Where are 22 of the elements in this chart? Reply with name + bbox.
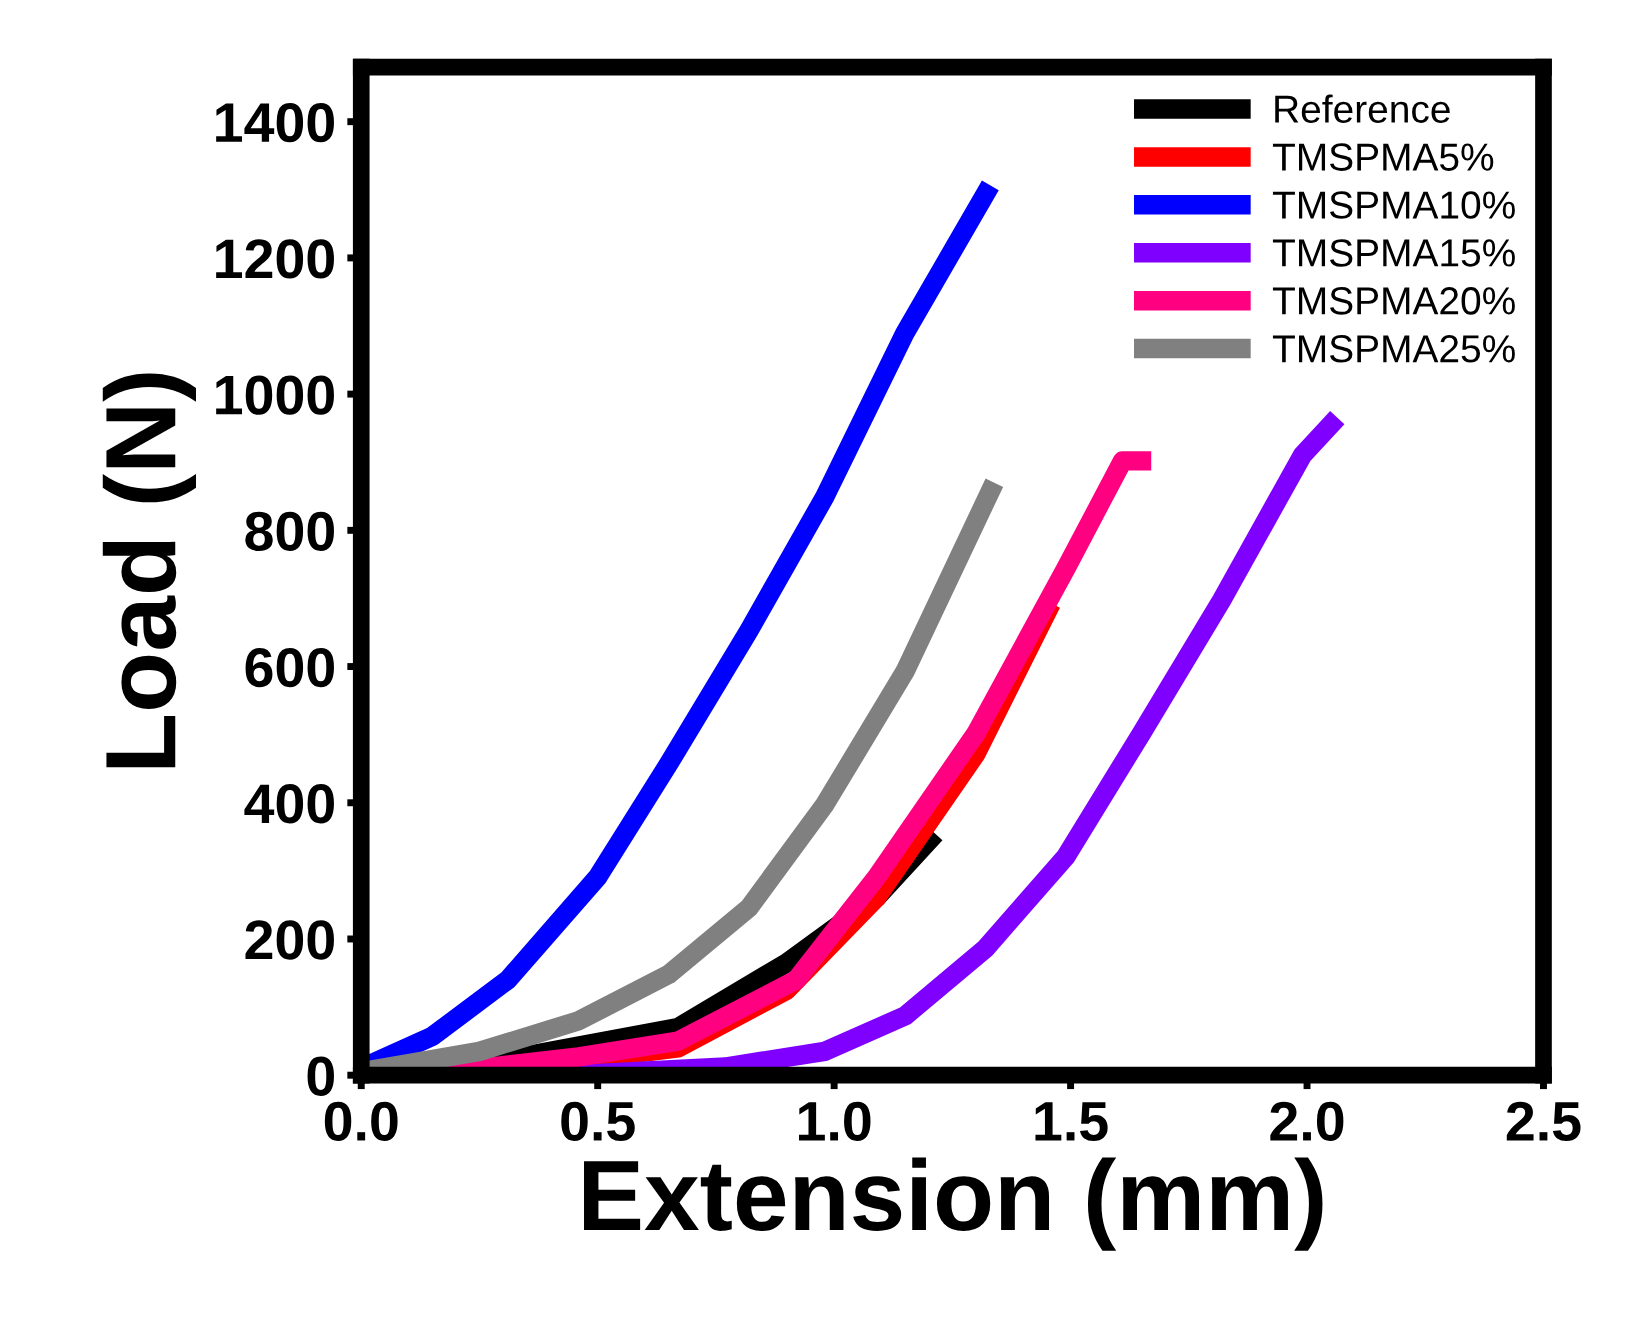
x-tick-label: 2.0 bbox=[1270, 1101, 1344, 1142]
x-tick-label: 1.5 bbox=[1035, 1102, 1108, 1142]
y-tick-label: 1400 bbox=[216, 103, 334, 143]
y-tick-label: 1200 bbox=[216, 239, 334, 279]
legend-label: TMSPMA25% bbox=[1272, 335, 1515, 363]
x-tick-label: 0.0 bbox=[324, 1101, 398, 1142]
legend-label: TMSPMA15% bbox=[1272, 239, 1515, 267]
y-tick-label: 600 bbox=[245, 647, 334, 688]
x-tick-label: 2.5 bbox=[1506, 1101, 1581, 1142]
x-axis-title: Extension (mm) bbox=[584, 1157, 1323, 1251]
x-tick-label: 1.0 bbox=[799, 1101, 871, 1142]
legend-label: TMSPMA5% bbox=[1272, 143, 1494, 171]
legend-label: Reference bbox=[1275, 94, 1450, 123]
y-tick-label: 400 bbox=[244, 784, 334, 824]
y-axis-title: Load (N) bbox=[102, 373, 196, 768]
y-tick-label: 1000 bbox=[216, 375, 334, 415]
y-tick-label: 0 bbox=[307, 1056, 334, 1096]
x-tick-label: 0.5 bbox=[561, 1101, 635, 1142]
legend-label: TMSPMA20% bbox=[1272, 287, 1515, 315]
y-tick-label: 800 bbox=[245, 511, 334, 552]
legend-label: TMSPMA10% bbox=[1272, 191, 1515, 219]
y-tick-label: 200 bbox=[245, 920, 334, 960]
